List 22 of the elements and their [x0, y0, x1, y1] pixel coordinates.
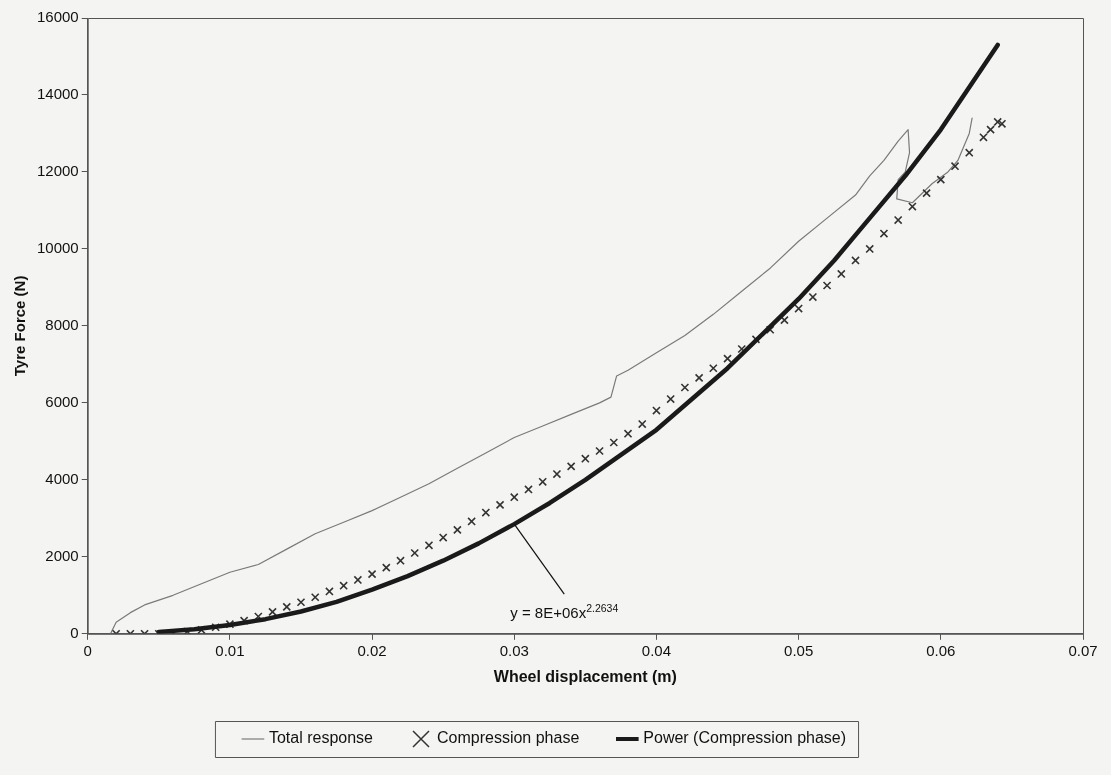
legend-label: Power (Compression phase) [643, 729, 847, 747]
x-axis-title: Wheel displacement (m) [493, 667, 677, 685]
x-tick-label: 0.04 [641, 641, 672, 659]
y-tick-label: 2000 [45, 546, 79, 564]
x-tick-label: 0 [83, 641, 92, 659]
y-axis-title: Tyre Force (N) [11, 275, 29, 377]
y-tick-label: 16000 [36, 8, 79, 26]
legend-label: Compression phase [437, 729, 580, 747]
x-tick-label: 0.02 [357, 641, 387, 659]
y-tick-label: 12000 [36, 162, 79, 180]
x-tick-label: 0.03 [499, 641, 529, 659]
y-tick-label: 8000 [45, 316, 79, 334]
legend-label: Total response [268, 729, 374, 747]
x-tick-label: 0.07 [1068, 641, 1098, 659]
x-tick-label: 0.06 [926, 641, 956, 659]
x-tick-label: 0.05 [784, 641, 814, 659]
y-tick-label: 14000 [36, 85, 79, 103]
y-tick-label: 6000 [45, 393, 79, 411]
y-tick-label: 0 [70, 623, 79, 641]
y-tick-label: 4000 [45, 469, 79, 487]
x-tick-label: 0.01 [215, 641, 245, 659]
y-tick-label: 10000 [36, 239, 79, 257]
